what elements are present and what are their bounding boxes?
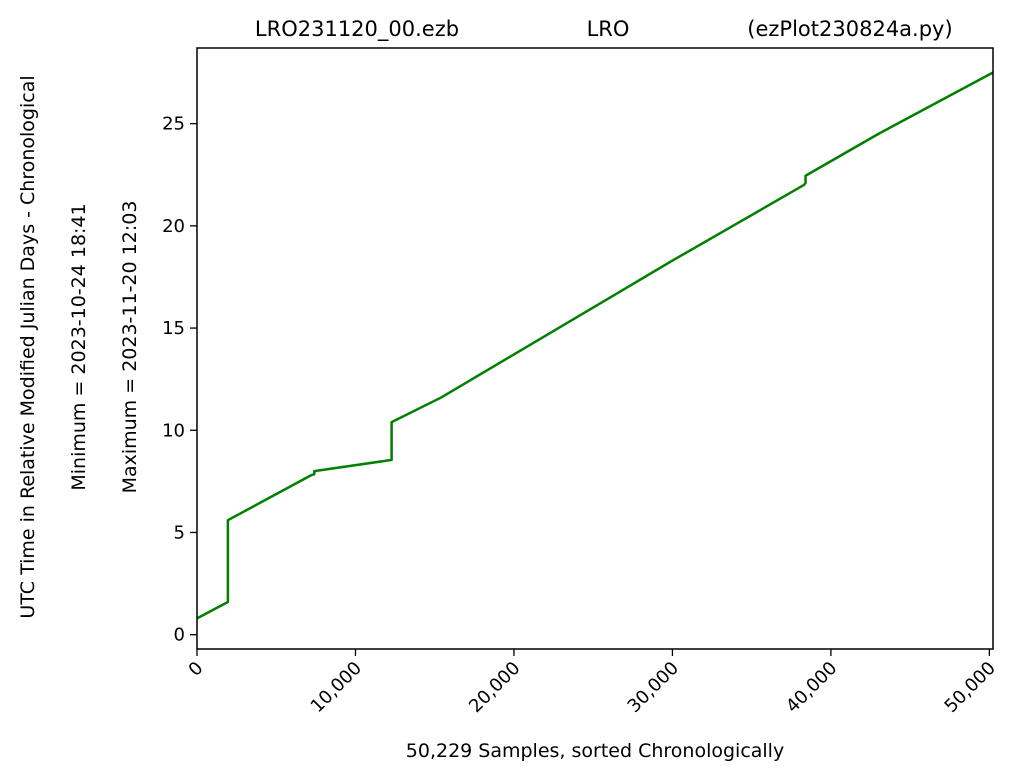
series-line bbox=[196, 71, 994, 620]
y-tick-label: 15 bbox=[162, 318, 185, 339]
y-tick-label: 25 bbox=[162, 114, 185, 135]
x-tick-label: 50,000 bbox=[941, 658, 1000, 717]
chart-title-filename: LRO231120_00.ezb bbox=[255, 17, 459, 42]
x-tick-label: 20,000 bbox=[465, 658, 524, 717]
y-tick-label: 0 bbox=[174, 625, 185, 646]
series-layer bbox=[196, 71, 994, 620]
y-tick-label: 5 bbox=[174, 522, 185, 543]
x-axis-ticks: 0 10,000 20,000 30,000 40,000 50,000 bbox=[185, 649, 1000, 717]
y-axis-maximum-label: Maximum = 2023-11-20 12:03 bbox=[119, 201, 141, 494]
y-axis-label: UTC Time in Relative Modified Julian Day… bbox=[17, 75, 39, 618]
chart-title-script: (ezPlot230824a.py) bbox=[747, 17, 952, 41]
chart-title-source: LRO bbox=[587, 17, 630, 41]
y-axis-ticks: 0 5 10 15 20 25 bbox=[162, 114, 197, 646]
chart-title: LRO231120_00.ezb LRO (ezPlot230824a.py) bbox=[255, 17, 953, 42]
x-tick-label: 10,000 bbox=[307, 658, 366, 717]
x-tick-label: 40,000 bbox=[782, 658, 841, 717]
y-tick-label: 20 bbox=[162, 216, 185, 237]
x-axis-label: 50,229 Samples, sorted Chronologically bbox=[406, 740, 784, 762]
y-axis-labels: UTC Time in Relative Modified Julian Day… bbox=[17, 75, 141, 618]
x-tick-label: 30,000 bbox=[624, 658, 683, 717]
y-tick-label: 10 bbox=[162, 420, 185, 441]
y-axis-minimum-label: Minimum = 2023-10-24 18:41 bbox=[68, 203, 90, 490]
x-tick-label: 0 bbox=[185, 658, 208, 681]
plot-frame bbox=[196, 47, 994, 650]
